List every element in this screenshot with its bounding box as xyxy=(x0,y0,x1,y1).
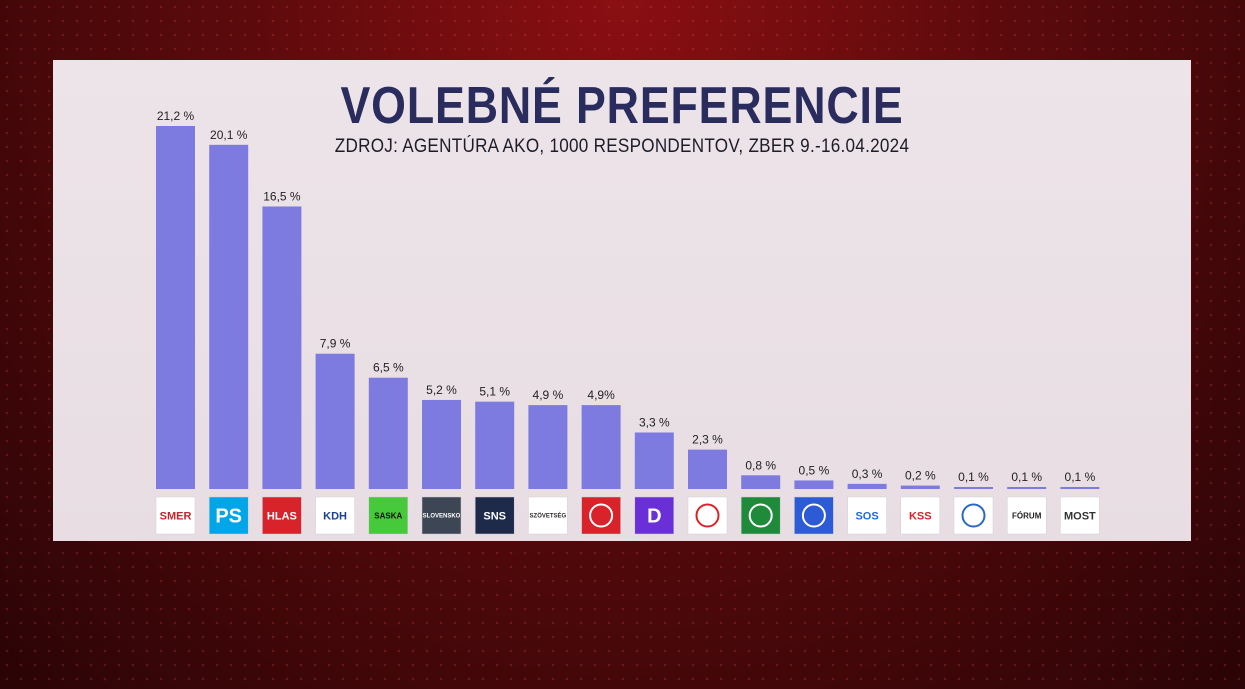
bar-value-label: 0,1 % xyxy=(1065,470,1096,484)
bar-value-label: 0,8 % xyxy=(745,458,776,472)
logo-mark xyxy=(801,503,826,528)
logo-label: KDH xyxy=(323,510,347,522)
bar-value-label: 2,3 % xyxy=(692,433,723,447)
logo-tile xyxy=(262,496,302,535)
logo-tile xyxy=(634,496,675,535)
bar-value-label: 4,9% xyxy=(587,388,615,402)
logo-tile xyxy=(1006,496,1047,535)
logo-tile xyxy=(528,496,568,535)
bar-value-label: 0,1 % xyxy=(1011,470,1042,484)
forum-logo: FÓRUM xyxy=(1006,496,1047,535)
chart-subtitle: ZDROJ: AGENTÚRA AKO, 1000 RESPONDENTOV, … xyxy=(334,136,910,157)
logo-tile xyxy=(900,496,941,535)
szovetseg-logo: SZÖVETSÉG xyxy=(528,496,568,535)
bar xyxy=(581,405,621,489)
bar xyxy=(422,399,461,489)
logo-tile xyxy=(953,496,994,535)
logo-tile xyxy=(847,496,887,535)
bar xyxy=(688,449,727,489)
chart-panel: VOLEBNÉ PREFERENCIE ZDROJ: AGENTÚRA AKO,… xyxy=(53,60,1191,541)
logo-tile xyxy=(794,496,834,535)
one-region-logo xyxy=(687,496,728,535)
logo-tile xyxy=(208,496,249,535)
bar-value-label: 3,3 % xyxy=(639,415,670,429)
logo-label: SNS xyxy=(483,510,506,522)
republika-logo xyxy=(581,496,621,535)
hlas-logo: HLAS xyxy=(262,496,302,535)
logo-mark xyxy=(961,503,986,528)
logo-label: KSS xyxy=(909,510,932,522)
bar-value-label: 7,9 % xyxy=(320,337,351,351)
sos-logo: SOS xyxy=(847,496,887,535)
logo-label: SZÖVETSÉG xyxy=(530,512,567,520)
most-hid-logo: MOST xyxy=(1060,496,1100,535)
bar-chart: 21,2 % SMER 20,1 % PS 16,5 % HLAS 7,9 % KDH 6,5 … xyxy=(155,109,1100,535)
logo-mark xyxy=(589,503,614,528)
rose-icon: SMER xyxy=(155,496,196,535)
logo-tile xyxy=(740,496,781,535)
bar-value-label: 0,2 % xyxy=(905,469,936,483)
logo-tile xyxy=(687,496,728,535)
bar xyxy=(315,353,355,489)
logo-label: HLAS xyxy=(267,510,297,522)
bar xyxy=(847,483,887,489)
bar-value-label: 20,1 % xyxy=(210,128,248,142)
logo-label: SMER xyxy=(160,510,192,522)
logo-label: D xyxy=(647,506,661,528)
bar-value-label: 4,9 % xyxy=(533,388,564,402)
aliancia-logo xyxy=(953,496,994,535)
logo-mark xyxy=(695,503,720,528)
bar-value-label: 0,3 % xyxy=(852,467,883,481)
bar-value-label: 21,2 % xyxy=(157,109,195,123)
kdh-logo: KDH xyxy=(315,496,355,535)
logo-label: MOST xyxy=(1064,510,1096,522)
kss-logo: KSS xyxy=(900,496,941,535)
myslovensko-logo xyxy=(794,496,834,535)
bar xyxy=(954,487,993,489)
ps-logo: PS xyxy=(208,496,249,535)
bar xyxy=(156,126,195,489)
bar-value-label: 0,1 % xyxy=(958,470,989,484)
logo-tile xyxy=(474,496,515,535)
logo-label: FÓRUM xyxy=(1012,511,1042,520)
bar xyxy=(634,432,674,489)
bar xyxy=(794,480,834,489)
bar-value-label: 6,5 % xyxy=(373,361,404,375)
double-cross-icon xyxy=(740,496,781,535)
bar xyxy=(209,144,249,489)
bar xyxy=(528,405,568,489)
bar xyxy=(1060,487,1100,489)
bar xyxy=(741,475,781,489)
bar-value-label: 16,5 % xyxy=(263,189,301,203)
logo-tile xyxy=(1060,496,1100,535)
logo-tile xyxy=(581,496,621,535)
bar-value-label: 0,5 % xyxy=(799,463,830,477)
logo-label: SOS xyxy=(855,510,878,522)
logo-label: PS xyxy=(215,506,242,528)
bar xyxy=(1007,487,1047,489)
logo-tile xyxy=(421,496,462,535)
bar xyxy=(900,485,940,489)
logo-tile xyxy=(315,496,355,535)
bar xyxy=(262,206,302,489)
bar xyxy=(475,401,515,489)
logo-label: SASKA xyxy=(374,511,402,520)
logo-tile xyxy=(368,496,409,535)
logo-label: SLOVENSKO xyxy=(423,514,461,520)
logo-tile xyxy=(155,496,196,535)
bar xyxy=(368,377,408,489)
sns-logo: SNS xyxy=(474,496,515,535)
logo-mark xyxy=(748,503,773,528)
bar-value-label: 5,1 % xyxy=(479,385,510,399)
demokrati-logo: D xyxy=(634,496,675,535)
sas-logo: SASKA xyxy=(368,496,409,535)
bar-value-label: 5,2 % xyxy=(426,383,457,397)
chart-title: VOLEBNÉ PREFERENCIE xyxy=(340,77,904,135)
slovensko-logo: SLOVENSKO xyxy=(421,496,462,535)
